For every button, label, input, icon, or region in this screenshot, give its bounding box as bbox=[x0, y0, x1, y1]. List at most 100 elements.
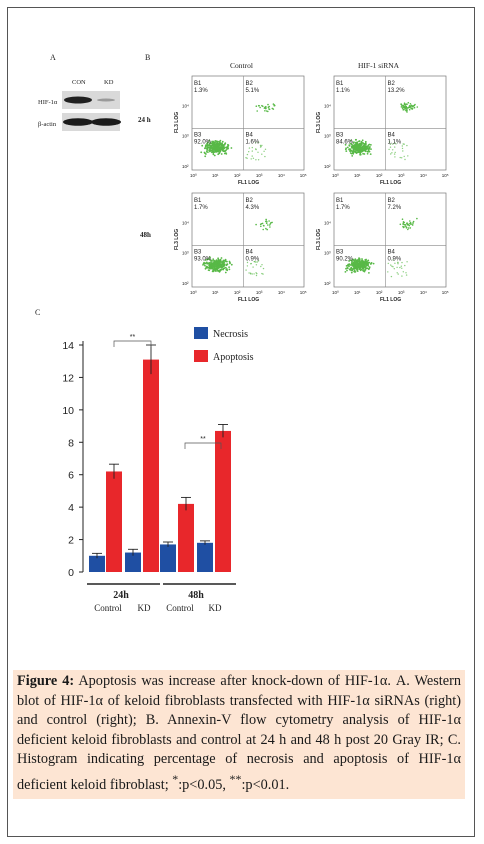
flow-dot bbox=[401, 267, 403, 269]
flow-dot bbox=[352, 266, 355, 268]
flow-dot bbox=[402, 108, 405, 111]
flow-dot bbox=[220, 153, 223, 155]
flow-dot bbox=[407, 155, 409, 157]
flow-dot bbox=[350, 262, 353, 265]
flow-dot bbox=[200, 151, 203, 154]
flow-dot bbox=[353, 259, 356, 262]
flow-dot bbox=[217, 149, 220, 152]
flow-dot bbox=[358, 145, 361, 148]
flow-dot bbox=[217, 257, 220, 260]
flow-dot bbox=[201, 144, 204, 147]
flow-dot bbox=[224, 259, 227, 262]
flow-dot bbox=[245, 157, 247, 159]
flow-dot bbox=[218, 263, 220, 265]
flow-dot bbox=[212, 153, 215, 156]
flow-dot bbox=[229, 262, 231, 265]
flow-dot bbox=[356, 270, 359, 272]
quadrant-percent-b4: 0.9% bbox=[246, 257, 260, 263]
flow-dot bbox=[404, 223, 407, 226]
significance-mark: ** bbox=[200, 436, 206, 443]
flow-dot bbox=[211, 140, 214, 143]
flow-dot bbox=[401, 104, 404, 107]
flow-dot bbox=[411, 108, 414, 110]
flow-dot bbox=[251, 150, 253, 152]
flow-dot bbox=[216, 142, 219, 145]
flow-dot bbox=[365, 143, 367, 146]
caption-sig1-mark: * bbox=[172, 771, 179, 786]
flow-dot bbox=[363, 153, 366, 155]
flow-dot bbox=[400, 106, 403, 108]
y-tick-label: 10³ bbox=[182, 134, 189, 139]
flow-dot bbox=[354, 266, 356, 269]
flow-dot bbox=[264, 110, 266, 112]
flow-dot bbox=[394, 142, 396, 144]
flow-dot bbox=[210, 145, 213, 147]
row-label-48h: 48h bbox=[140, 231, 151, 239]
flow-dot bbox=[355, 149, 358, 152]
flow-dot bbox=[223, 259, 225, 262]
y-tick-label: 10⁴ bbox=[182, 220, 189, 225]
flow-plot-frame bbox=[191, 192, 305, 288]
flow-dot bbox=[267, 103, 269, 106]
flow-dot bbox=[353, 262, 356, 265]
flow-dot bbox=[209, 256, 211, 259]
flow-dot bbox=[208, 264, 211, 267]
flow-dot bbox=[214, 146, 216, 149]
flow-dot bbox=[208, 146, 211, 149]
flow-dot bbox=[251, 155, 253, 157]
y-tick-label: 8 bbox=[68, 437, 74, 449]
flow-dot bbox=[411, 224, 414, 226]
flow-dot bbox=[412, 222, 414, 224]
flow-dot bbox=[354, 258, 357, 261]
flow-dot bbox=[266, 228, 269, 231]
y-tick-label: 10 bbox=[62, 405, 74, 417]
flow-dot bbox=[347, 264, 349, 266]
quadrant-label-b2: B2 bbox=[388, 81, 396, 87]
x-axis-title: FL1 LOG bbox=[380, 297, 401, 303]
flow-dot bbox=[262, 273, 264, 275]
flow-dot bbox=[212, 268, 215, 271]
figure-frame bbox=[7, 7, 475, 837]
flow-dot bbox=[228, 266, 231, 268]
flow-dot bbox=[215, 141, 217, 144]
y-tick-label: 10⁴ bbox=[324, 220, 331, 225]
flow-dot bbox=[358, 257, 360, 260]
flow-dot bbox=[366, 263, 368, 265]
flow-dot bbox=[220, 147, 223, 149]
flow-dot bbox=[216, 147, 218, 150]
flow-dot bbox=[409, 103, 412, 105]
quadrant-percent-b3: 90.2% bbox=[336, 257, 354, 263]
flow-dot bbox=[403, 103, 406, 106]
significance-mark: ** bbox=[130, 334, 136, 341]
flow-dot bbox=[226, 260, 228, 263]
flow-dot bbox=[263, 150, 265, 152]
flow-dot bbox=[388, 148, 390, 151]
flow-dot bbox=[261, 153, 263, 155]
flow-dot bbox=[370, 262, 372, 265]
flow-dot bbox=[352, 268, 355, 270]
flow-dot bbox=[392, 143, 394, 145]
flow-dot bbox=[406, 144, 408, 147]
flow-dot bbox=[406, 111, 408, 113]
flow-dot bbox=[358, 264, 361, 267]
flow-dot bbox=[392, 266, 394, 268]
flow-dot bbox=[389, 143, 392, 145]
flow-dot bbox=[403, 143, 405, 145]
flow-dot bbox=[217, 144, 220, 147]
flow-dot bbox=[228, 268, 231, 271]
y-tick-label: 0 bbox=[68, 567, 74, 579]
flow-dot bbox=[246, 157, 248, 159]
flow-dot bbox=[206, 148, 209, 150]
flow-dot bbox=[348, 265, 350, 268]
flow-dot bbox=[219, 139, 222, 142]
quadrant-percent-b4: 1.1% bbox=[388, 140, 402, 146]
flow-dot bbox=[264, 107, 267, 110]
flow-dot bbox=[392, 259, 394, 261]
x-axis-title: FL1 LOG bbox=[238, 180, 259, 186]
flow-dot bbox=[218, 151, 221, 154]
flow-dot bbox=[351, 264, 353, 267]
flow-dot bbox=[412, 105, 414, 108]
flow-dot bbox=[211, 265, 214, 268]
flow-dot bbox=[257, 151, 259, 153]
flow-dot bbox=[360, 150, 363, 152]
